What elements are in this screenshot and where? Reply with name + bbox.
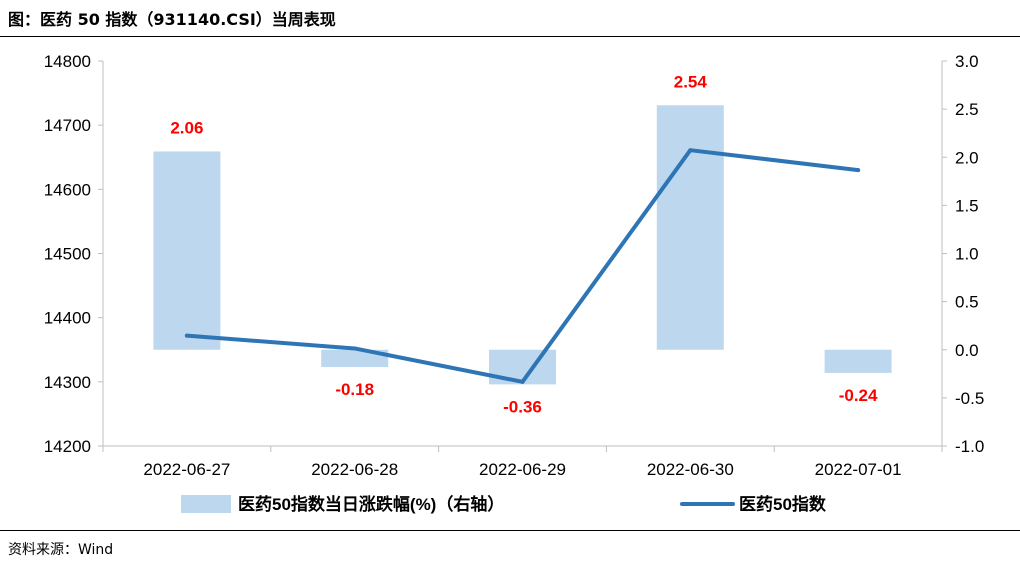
right-tick-label: 3.0 (955, 52, 979, 71)
left-tick-label: 14300 (44, 373, 91, 392)
right-tick-label: 1.5 (955, 196, 979, 215)
line-point (688, 148, 693, 153)
axes: 14800 14700 14600 14500 14400 14300 14200 3.0 2.… (44, 52, 985, 479)
bar-data-label: 2.06 (170, 118, 203, 137)
index-line (184, 148, 861, 384)
x-tick-label: 2022-06-30 (647, 460, 734, 479)
right-tick-label: -0.5 (955, 389, 984, 408)
line-series (184, 148, 861, 384)
bar-data-label: -0.24 (839, 386, 878, 405)
combo-chart: 14800 14700 14600 14500 14400 14300 14200 3.0 2.… (44, 52, 985, 514)
left-tick-label: 14700 (44, 116, 91, 135)
legend: 医药50指数当日涨跌幅(%)（右轴） 医药50指数 (181, 494, 827, 514)
bar-data-label: -0.18 (335, 380, 374, 399)
bar-data-label: -0.36 (503, 397, 542, 416)
left-tick-label: 14500 (44, 245, 91, 264)
bar (656, 105, 724, 350)
legend-bar-swatch (181, 495, 231, 513)
x-tick-label: 2022-06-27 (143, 460, 230, 479)
source-note: 资料来源：Wind (8, 542, 114, 558)
bar-series (153, 105, 892, 385)
bar (153, 151, 221, 350)
right-tick-label: 2.5 (955, 100, 979, 119)
legend-line-label: 医药50指数 (739, 494, 827, 514)
right-tick-label: 2.0 (955, 148, 979, 167)
bar-data-label: 2.54 (674, 72, 708, 91)
right-tick-label: 1.0 (955, 245, 979, 264)
line-point (184, 333, 189, 338)
left-tick-label: 14800 (44, 52, 91, 71)
top-rule (0, 36, 1020, 37)
left-tick-label: 14400 (44, 309, 91, 328)
left-tick-label: 14600 (44, 180, 91, 199)
line-point (520, 379, 525, 384)
bar (824, 349, 892, 373)
line-point (856, 168, 861, 173)
figure-title: 图：医药 50 指数（931140.CSI）当周表现 (8, 10, 336, 29)
legend-bar-label: 医药50指数当日涨跌幅(%)（右轴） (238, 494, 504, 514)
x-tick-label: 2022-06-29 (479, 460, 566, 479)
right-tick-label: -1.0 (955, 437, 984, 456)
right-tick-label: 0.0 (955, 341, 979, 360)
line-point (352, 346, 357, 351)
bar (321, 349, 389, 368)
bottom-rule (0, 530, 1020, 531)
x-tick-label: 2022-06-28 (311, 460, 398, 479)
x-tick-label: 2022-07-01 (815, 460, 902, 479)
data-labels: 2.06 -0.18 -0.36 2.54 -0.24 (170, 72, 878, 416)
right-tick-label: 0.5 (955, 293, 979, 312)
left-tick-label: 14200 (44, 437, 91, 456)
